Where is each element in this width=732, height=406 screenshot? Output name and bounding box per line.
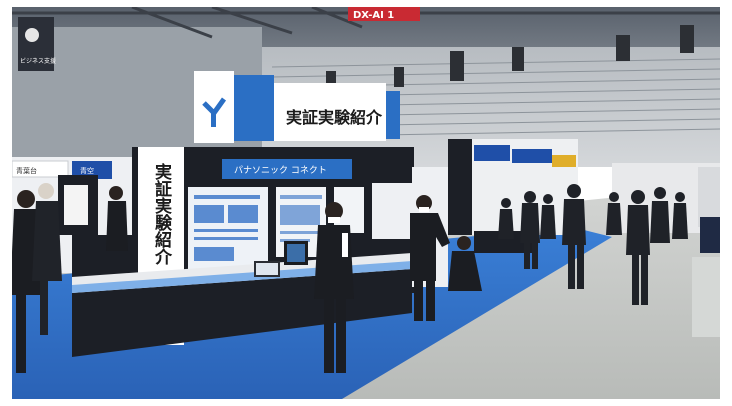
poster-4 <box>372 183 412 239</box>
back-booth-counter <box>474 231 534 253</box>
people-background <box>498 184 688 305</box>
poster-2-content <box>280 195 322 242</box>
person-right-suit <box>410 195 450 321</box>
expo-scene: DX-AI 1 ビジネス支援 青空 青葉台 実証実験紹介 パナソニック コネクト <box>12 7 720 399</box>
main-header-text: 実証実験紹介 <box>286 108 383 127</box>
left-top-sign <box>18 17 54 71</box>
left-sign-logo <box>25 28 39 42</box>
panasonic-header-text: パナソニック コネクト <box>234 165 327 176</box>
person-center-suit <box>314 202 354 373</box>
left-booth-poster <box>64 185 88 225</box>
person-left-group <box>12 183 128 373</box>
panasonic-header <box>222 159 352 179</box>
main-logo-box <box>194 71 234 143</box>
left-booth-header <box>72 161 112 179</box>
far-left-label: 青葉台 <box>16 166 37 175</box>
right-counter <box>700 217 720 253</box>
back-booth-pillar <box>448 139 472 235</box>
vertical-pillar-text: 実証実験紹介 <box>151 162 173 265</box>
back-booth-header-2 <box>512 149 552 163</box>
wall-speakers <box>326 25 694 89</box>
left-booth-label: 青空 <box>80 166 94 175</box>
main-header-edge <box>386 91 400 139</box>
far-left-header <box>12 160 69 178</box>
laptop-screen <box>256 263 278 275</box>
main-header-white <box>274 83 386 141</box>
right-partition <box>698 167 720 227</box>
back-booth-header <box>474 145 510 161</box>
floor-reflection <box>692 257 720 337</box>
logo-mark-icon <box>202 97 227 127</box>
back-booth-yellow-panel <box>552 155 576 167</box>
top-banner <box>348 7 420 21</box>
left-top-sign-text: ビジネス支援 <box>20 57 56 65</box>
monitor-screen <box>287 244 305 262</box>
poster-1-content <box>194 195 260 261</box>
expo-hall-photo: DX-AI 1 ビジネス支援 青空 青葉台 実証実験紹介 パナソニック コネクト <box>12 7 720 399</box>
top-banner-text: DX-AI 1 <box>353 10 394 21</box>
main-header-blue-panel <box>234 75 274 141</box>
person-crouching <box>448 236 482 291</box>
